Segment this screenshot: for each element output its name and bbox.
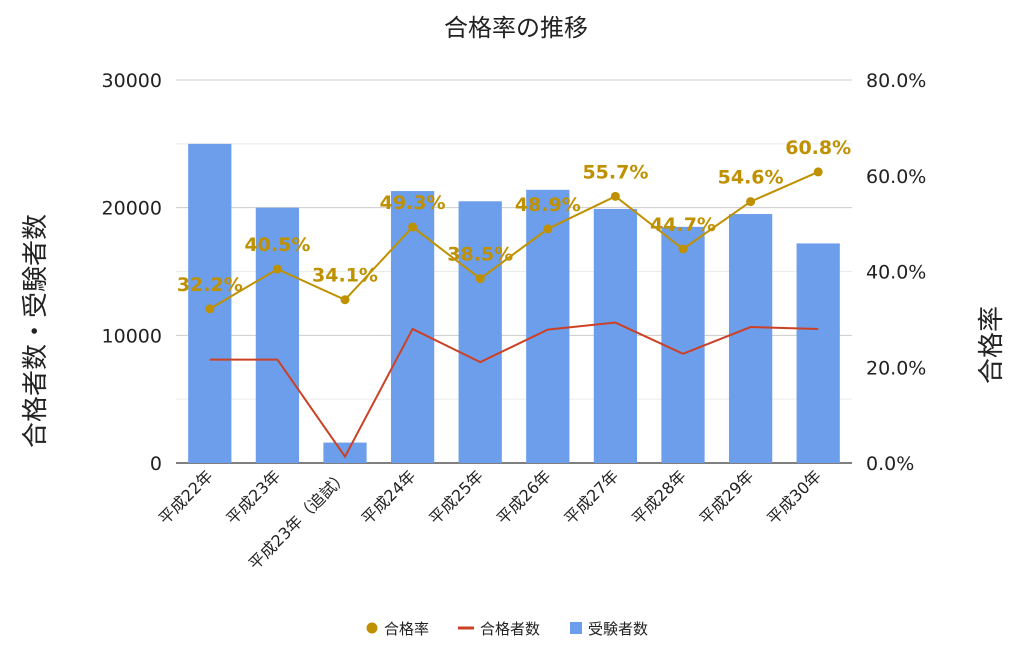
- point: [408, 222, 418, 232]
- bar: [390, 191, 435, 463]
- bar: [593, 208, 638, 463]
- line-series-goukakusha: [209, 321, 819, 459]
- y2-tick-label: 80.0%: [866, 70, 926, 92]
- point: [610, 191, 620, 201]
- line-path: [209, 171, 819, 310]
- legend-marker-dot: [366, 622, 378, 634]
- data-label: 60.8%: [785, 137, 851, 159]
- data-label: 49.3%: [380, 192, 446, 214]
- data-label: 32.2%: [177, 274, 243, 296]
- bar: [255, 207, 300, 463]
- y-tick-label: 30000: [102, 70, 162, 92]
- data-label: 55.7%: [582, 161, 648, 183]
- x-axis-ticks: 平成22年 平成23年平成23年（追試） 平成24年 平成25年 平成26年 平成27年平…: [155, 466, 825, 573]
- point: [678, 244, 688, 254]
- data-label: 48.9%: [515, 194, 581, 216]
- y2-tick-label: 60.0%: [866, 166, 926, 188]
- chart-title: 合格率の推移: [444, 14, 588, 42]
- y2-tick-label: 40.0%: [866, 262, 926, 284]
- point: [813, 167, 823, 177]
- legend: 合格率 合格者数 受験者数: [366, 620, 648, 638]
- data-labels: 32.2%40.5%34.1% 49.3% 38.5% 48.9%55.7% 44.7%…: [177, 137, 851, 296]
- bar: [728, 214, 773, 463]
- legend-label: 合格率: [384, 620, 429, 638]
- right-axis-ticks: 0.0% 20.0% 40.0% 60.0% 80.0%: [866, 70, 926, 475]
- y2-tick-label: 20.0%: [866, 357, 926, 379]
- bar: [323, 442, 367, 463]
- bar: [188, 143, 232, 464]
- y-tick-label: 20000: [102, 198, 162, 220]
- bar: [661, 226, 705, 463]
- point: [543, 224, 553, 234]
- x-tick-label: 平成28年: [628, 466, 690, 528]
- line-series-goukakuritsu: [205, 167, 823, 314]
- x-tick-label: 平成23年: [222, 466, 284, 528]
- y-tick-label: 0: [150, 453, 162, 475]
- data-label: 34.1%: [312, 265, 378, 287]
- point: [205, 304, 215, 314]
- x-tick-label: 平成22年: [155, 466, 217, 528]
- point: [475, 274, 485, 284]
- x-tick-label: 平成25年: [425, 466, 487, 528]
- legend-marker-square: [570, 622, 582, 634]
- x-tick-label: 平成24年: [358, 466, 420, 528]
- line-path: [209, 321, 819, 459]
- point: [746, 197, 756, 207]
- bar-series-jukensha: [188, 143, 840, 464]
- bar: [458, 201, 502, 464]
- point: [340, 295, 350, 305]
- y2-tick-label: 0.0%: [866, 453, 914, 475]
- data-label: 54.6%: [718, 167, 784, 189]
- x-tick-label: 平成30年: [763, 466, 825, 528]
- y2-axis-title: 合格率: [977, 306, 1007, 384]
- bar: [526, 189, 570, 463]
- legend-label: 合格者数: [480, 620, 540, 638]
- y-tick-label: 10000: [102, 325, 162, 347]
- x-tick-label: 平成27年: [560, 466, 622, 528]
- bar: [796, 243, 840, 463]
- x-tick-label: 平成26年: [493, 466, 555, 528]
- legend-label: 受験者数: [588, 620, 648, 638]
- x-tick-label: 平成29年: [696, 466, 758, 528]
- point: [272, 264, 282, 274]
- left-axis-ticks: 0 10000 20000 30000: [102, 70, 162, 475]
- y-axis-title: 合格者数・受験者数: [21, 214, 51, 448]
- data-label: 38.5%: [447, 244, 513, 266]
- data-label: 40.5%: [244, 234, 310, 256]
- data-label: 44.7%: [650, 214, 716, 236]
